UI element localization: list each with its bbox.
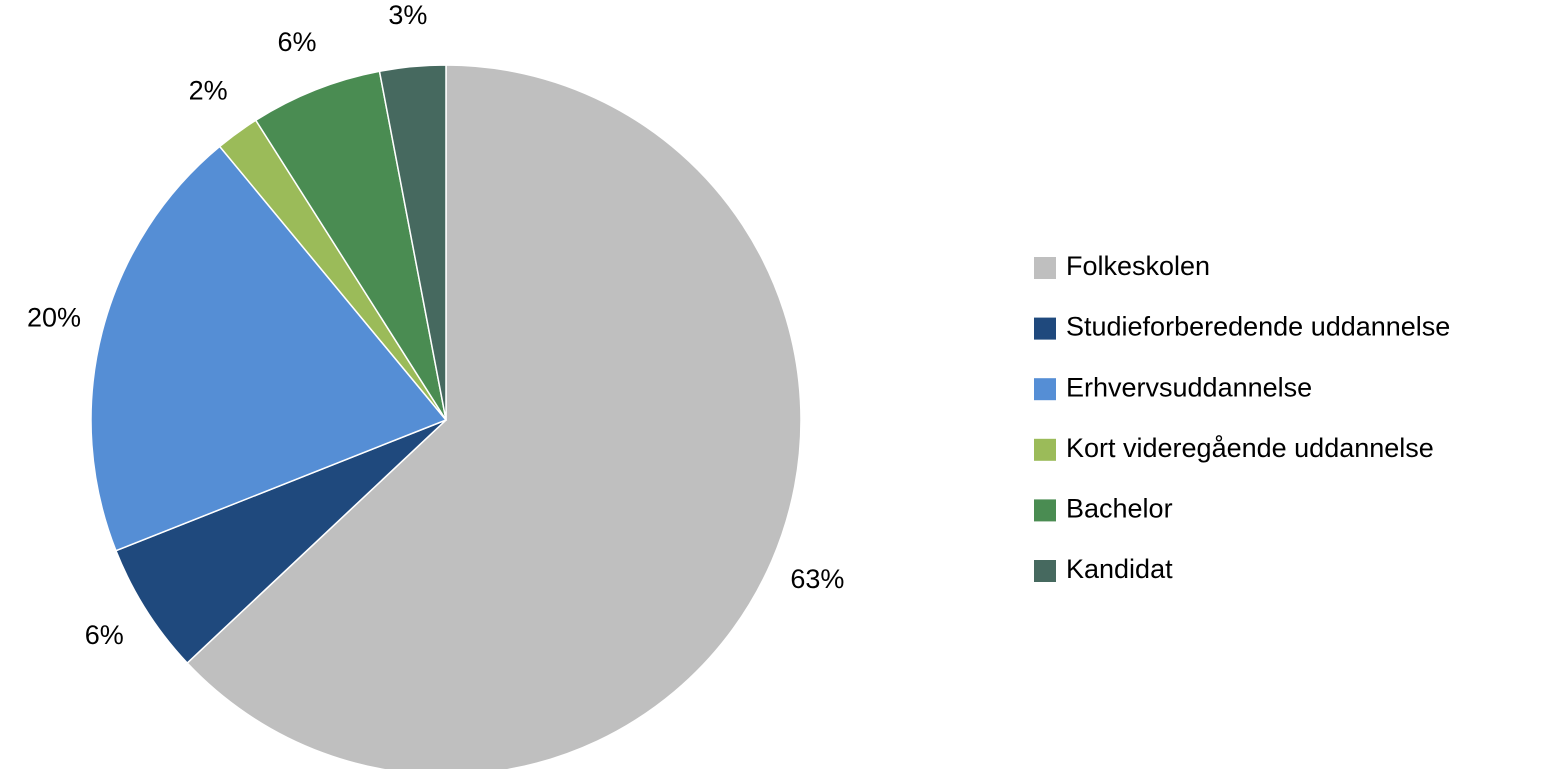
pie-slice bbox=[378, 64, 447, 421]
data-label: 3% bbox=[388, 0, 427, 30]
pie-slice bbox=[90, 145, 448, 552]
legend-label: Bachelor bbox=[1066, 494, 1173, 524]
data-label: 6% bbox=[85, 620, 124, 650]
pie-slice bbox=[254, 70, 447, 421]
legend-swatch bbox=[1034, 257, 1056, 279]
data-label: 63% bbox=[790, 564, 844, 594]
legend-swatch bbox=[1034, 499, 1056, 522]
legend-swatch bbox=[1034, 378, 1056, 401]
data-label: 6% bbox=[278, 27, 317, 57]
pie-slice bbox=[114, 419, 447, 665]
legend-label: Erhvervsuddannelse bbox=[1066, 372, 1312, 402]
legend-label: Folkeskolen bbox=[1066, 251, 1210, 281]
legend-swatch bbox=[1034, 438, 1056, 461]
legend-label: Studieforberedende uddannelse bbox=[1066, 312, 1450, 342]
data-label: 2% bbox=[189, 76, 228, 106]
legend-swatch bbox=[1034, 317, 1056, 340]
legend-label: Kort videregående uddannelse bbox=[1066, 433, 1434, 463]
legend-label: Kandidat bbox=[1066, 554, 1173, 584]
legend-swatch bbox=[1034, 560, 1056, 582]
pie-slice bbox=[186, 64, 802, 769]
data-label: 20% bbox=[27, 302, 81, 332]
